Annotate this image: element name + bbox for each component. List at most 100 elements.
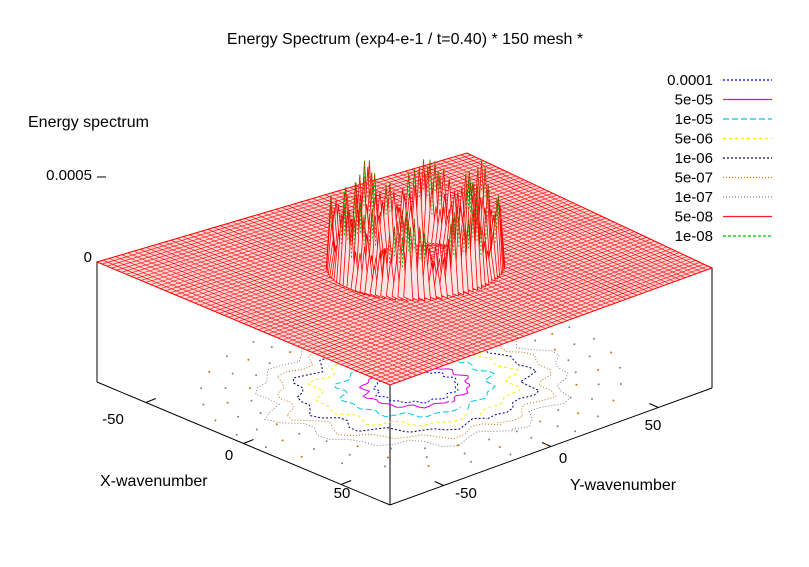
legend-label: 0.0001	[667, 72, 713, 89]
z-tick-label: 0	[84, 249, 92, 266]
contour-dot	[214, 419, 217, 422]
z-tick-labels: 0.0005 0	[46, 167, 92, 266]
contour-dot	[591, 398, 593, 400]
contour-dot	[225, 355, 228, 358]
contour-dot	[498, 446, 501, 448]
contour-dot	[224, 387, 227, 390]
contour-dot	[597, 369, 599, 371]
mesh-line-x	[389, 267, 713, 386]
contour-dot	[515, 430, 518, 433]
contour-ring	[306, 346, 521, 427]
contour-dot	[325, 440, 328, 443]
mesh-line-y	[460, 154, 707, 271]
contour-dot	[470, 460, 472, 463]
contour-dot	[235, 433, 238, 436]
contour-dot	[575, 383, 578, 386]
contour-dot	[588, 355, 591, 358]
mesh-line-y	[442, 160, 691, 277]
contour-dot	[568, 326, 571, 329]
contour-dot	[356, 445, 359, 448]
contour-dot	[384, 465, 386, 468]
contour-dot	[275, 423, 278, 426]
contour-dot	[247, 358, 250, 361]
contour-dot	[252, 341, 255, 343]
surface-peaks	[325, 159, 506, 302]
contour-dot	[341, 462, 343, 465]
contour-dot	[265, 446, 267, 449]
x-axis-label: X-wavenumber	[100, 473, 208, 490]
contour-dot	[226, 401, 229, 404]
y-tick-label: -50	[455, 485, 477, 502]
contour-dot	[488, 438, 491, 441]
contour-legend: 0.0001 5e-05 1e-05 5e-06 1e-06 5e-07 1e-07 5e-0…	[667, 72, 772, 245]
contour-dot	[424, 447, 426, 450]
z-axis-label: Energy spectrum	[28, 114, 149, 131]
contour-dot	[619, 366, 622, 369]
mesh-line-y	[448, 158, 697, 275]
z-tick-label: 0.0005	[46, 167, 92, 184]
contour-dot	[270, 346, 273, 349]
contour-dot	[596, 415, 599, 418]
contour-dot	[255, 374, 258, 377]
mesh-line-y	[411, 169, 664, 286]
contour-dot	[249, 387, 251, 390]
contour-dot	[530, 436, 533, 439]
legend-label: 1e-08	[675, 228, 713, 245]
contour-dot	[569, 396, 572, 399]
y-tick-label: 0	[559, 450, 567, 467]
contour-dot	[597, 383, 600, 386]
contour-dot	[457, 444, 460, 447]
xy-tick-labels: -50 0 50 -50 0 50	[102, 411, 661, 502]
contour-dot	[259, 412, 262, 415]
legend-label: 1e-06	[675, 150, 713, 167]
contour-dot	[390, 447, 392, 450]
mesh-line-x	[360, 256, 688, 373]
x-tick	[243, 439, 254, 444]
contour-dot	[300, 455, 303, 458]
x-tick-label: 50	[334, 485, 351, 502]
chart-title: Energy Spectrum (exp4-e-1 / t=0.40) * 15…	[227, 31, 583, 48]
mesh-line-x	[380, 263, 704, 382]
contour-dot	[255, 428, 258, 431]
contour-dot	[544, 443, 547, 446]
mesh-line-x	[365, 258, 692, 376]
y-tick-label: 50	[645, 417, 662, 434]
mesh-line-x	[375, 262, 700, 380]
y-tick	[434, 481, 444, 486]
mesh-line-y	[466, 152, 713, 269]
x-tick-label: 0	[225, 447, 233, 464]
contour-dot	[200, 387, 203, 390]
x-tick	[340, 480, 352, 485]
contour-dot	[553, 348, 556, 351]
energy-peak	[403, 221, 414, 302]
mesh-line-x	[355, 254, 684, 371]
contour-dot	[557, 409, 560, 411]
contour-dot	[534, 339, 537, 342]
contour-dot	[612, 399, 615, 402]
contour-dot	[574, 430, 577, 433]
contour-dot	[551, 332, 554, 335]
y-axis-label: Y-wavenumber	[570, 477, 677, 494]
mesh-line-y	[417, 167, 670, 284]
contour-dot	[386, 456, 389, 459]
contour-dot	[567, 359, 570, 362]
contour-dot	[231, 372, 234, 375]
y-tick	[649, 403, 659, 408]
contour-dot	[539, 420, 542, 423]
mesh-line-y	[454, 156, 702, 273]
x-tick	[145, 398, 157, 403]
contour-dot	[289, 351, 292, 354]
mesh-line-x	[384, 265, 709, 384]
contour-dot	[348, 453, 351, 456]
contour-dot	[574, 371, 577, 374]
contour-dot	[463, 452, 466, 455]
legend-label: 1e-07	[675, 189, 713, 206]
contour-dot	[250, 399, 253, 402]
contour-dot	[298, 432, 301, 435]
contour-dot	[427, 465, 430, 467]
contour-dot	[593, 337, 595, 340]
mesh-line-x	[350, 252, 680, 369]
contour-dot	[619, 383, 622, 385]
mesh-line-x	[346, 250, 676, 367]
